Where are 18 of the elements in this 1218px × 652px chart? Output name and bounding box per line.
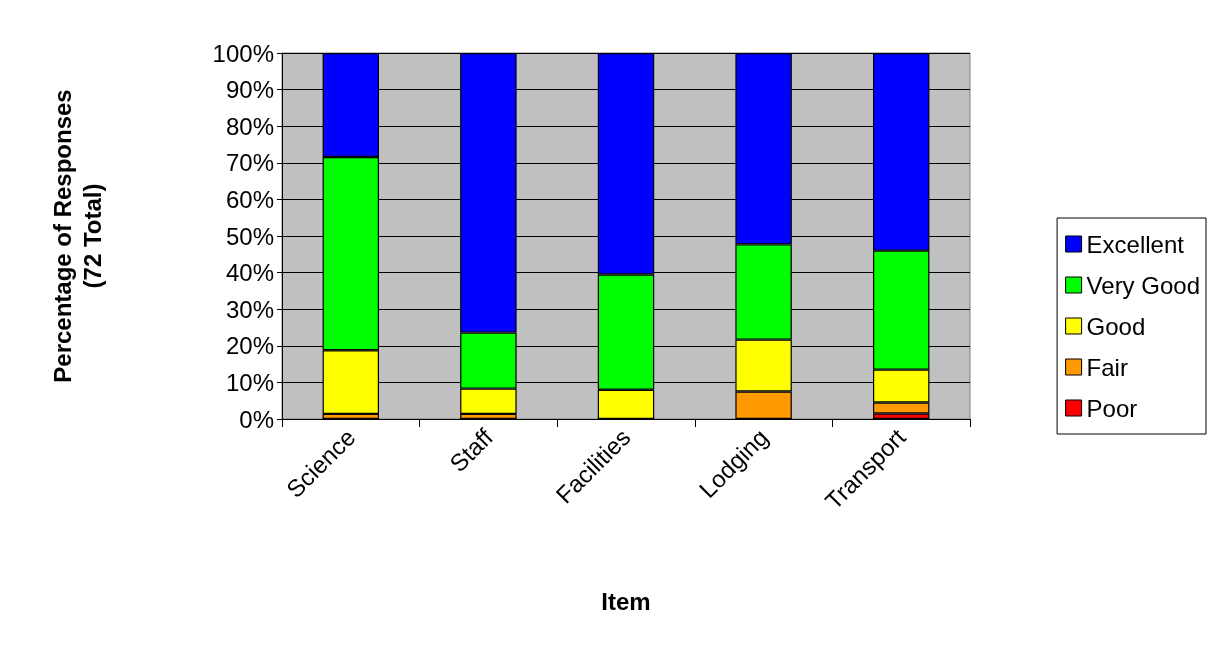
- y-tick-label: 70%: [225, 149, 274, 177]
- legend-label: Good: [1086, 312, 1146, 340]
- y-tick-label: 0%: [239, 405, 274, 433]
- legend-label: Very Good: [1086, 271, 1200, 299]
- y-tick-label: 50%: [225, 222, 274, 250]
- legend-label: Excellent: [1086, 230, 1185, 258]
- y-tick-label: 20%: [225, 332, 274, 360]
- legend-label: Fair: [1086, 353, 1128, 381]
- y-axis-title: Percentage of Responses (72 Total): [48, 89, 106, 383]
- y-tick-label: 80%: [225, 112, 274, 140]
- y-tick-label: 100%: [212, 39, 274, 67]
- y-tick-label: 10%: [225, 368, 274, 396]
- y-tick-label: 30%: [225, 295, 274, 323]
- x-axis-title: Item: [601, 587, 651, 615]
- legend-label: Poor: [1086, 394, 1138, 422]
- y-tick-label: 90%: [225, 76, 274, 104]
- y-tick-label: 40%: [225, 259, 274, 287]
- y-tick-label: 60%: [225, 185, 274, 213]
